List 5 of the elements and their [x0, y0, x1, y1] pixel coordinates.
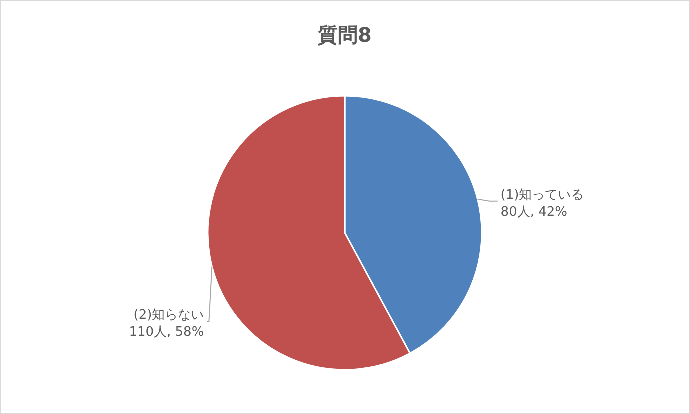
data-label: 80人, 42%: [500, 204, 568, 220]
data-label: 110人, 58%: [129, 325, 204, 340]
slice-label: (2)知らない: [134, 308, 204, 324]
chart-title: 質問8: [317, 23, 372, 47]
slice-label: (1)知っている: [500, 188, 584, 203]
